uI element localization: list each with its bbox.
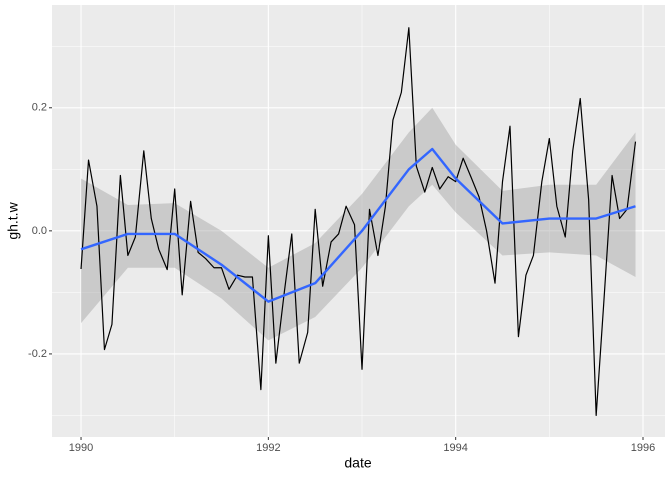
y-tick-label: 0.2 (32, 102, 47, 114)
y-tick-label: 0.0 (32, 225, 47, 237)
x-tick-label: 1996 (631, 442, 655, 454)
x-axis-title: date (344, 455, 371, 471)
panel (52, 5, 665, 437)
data-line (80, 27, 637, 417)
x-tick-label: 1990 (69, 442, 93, 454)
smooth-line (80, 147, 636, 303)
y-tick-label: -0.2 (28, 348, 47, 360)
confidence-band (81, 107, 636, 341)
y-axis-title: gh.t.w (5, 201, 21, 239)
x-tick-label: 1992 (256, 442, 280, 454)
x-tick-label: 1994 (443, 442, 467, 454)
